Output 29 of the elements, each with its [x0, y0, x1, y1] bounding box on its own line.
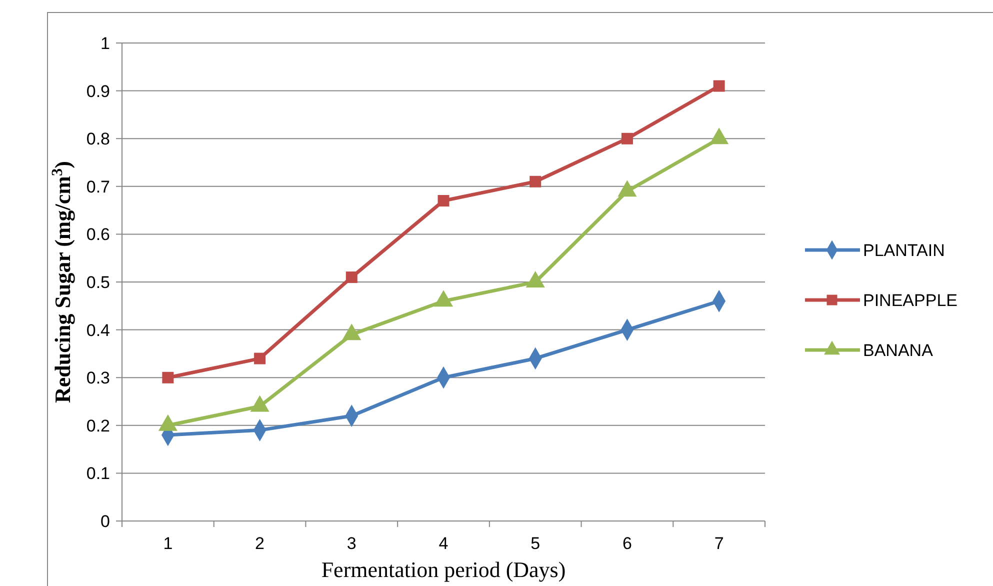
- y-tick-label: 0.3: [86, 368, 110, 388]
- y-tick-label: 0: [100, 512, 110, 531]
- point: [346, 271, 358, 283]
- y-tick-label: 1: [100, 34, 110, 53]
- y-tick-label: 0.6: [86, 225, 110, 244]
- point: [713, 80, 725, 92]
- legend-label: BANANA: [863, 340, 934, 360]
- x-tick-label: 3: [346, 534, 356, 553]
- point: [162, 372, 174, 384]
- point: [254, 352, 266, 364]
- y-tick-label: 0.5: [86, 272, 110, 292]
- legend-label: PINEAPPLE: [863, 290, 958, 310]
- point: [438, 194, 450, 206]
- y-tick-label: 0.2: [86, 416, 110, 436]
- x-tick-label: 4: [438, 534, 448, 553]
- x-tick-label: 1: [163, 534, 173, 553]
- point: [530, 176, 542, 188]
- y-tick-label: 0.1: [86, 464, 110, 484]
- legend-label: PLANTAIN: [863, 240, 945, 260]
- y-tick-label: 0.4: [86, 320, 110, 340]
- x-axis-title: Fermentation period (Days): [321, 557, 566, 582]
- y-tick-label: 0.7: [86, 177, 110, 196]
- x-tick-label: 7: [714, 534, 724, 553]
- y-tick-label: 0.9: [86, 82, 110, 101]
- x-tick-label: 2: [255, 534, 265, 553]
- point: [621, 132, 633, 144]
- x-tick-label: 5: [530, 534, 540, 553]
- x-tick-label: 6: [622, 534, 632, 553]
- y-tick-label: 0.8: [86, 130, 110, 149]
